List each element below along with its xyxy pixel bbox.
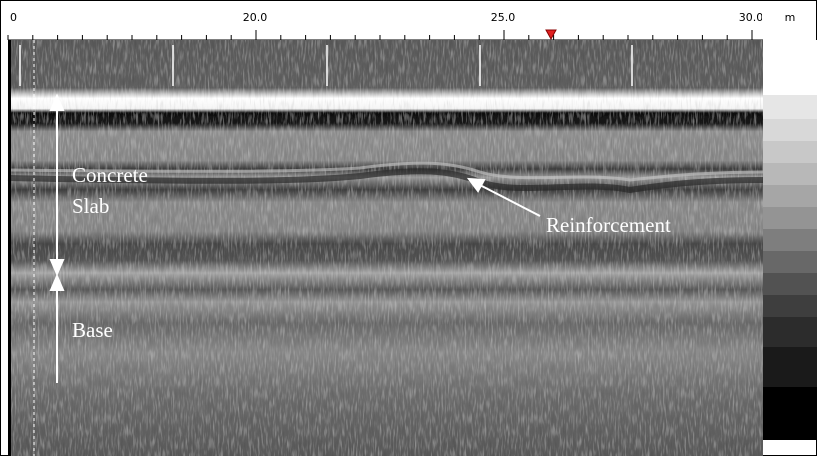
gray-scale — [763, 40, 817, 440]
left-edge — [8, 40, 11, 456]
ruler-unit: m — [785, 11, 796, 24]
scale-step — [763, 387, 817, 440]
reinforcement-reflection — [7, 168, 764, 194]
scale-step — [763, 251, 817, 273]
annotation: Base — [72, 318, 113, 342]
ruler-label: 20.0 — [243, 11, 268, 24]
markers — [19, 45, 633, 86]
annotation: Concrete — [72, 163, 148, 187]
scale-step — [763, 40, 817, 95]
ruler-label: 25.0 — [491, 11, 516, 24]
ruler-label: 0 — [10, 11, 17, 24]
scale-step — [763, 141, 817, 163]
ruler-ticks — [7, 30, 753, 40]
thickness-arrows — [49, 93, 541, 383]
ruler-label-clip: 30.0 — [739, 11, 764, 24]
radargram-image — [8, 40, 763, 456]
annotation: Reinforcement — [546, 213, 671, 237]
scale-step — [763, 273, 817, 295]
reinforcement-reflection — [7, 161, 764, 182]
position-marker — [545, 29, 557, 41]
scale-step — [763, 347, 817, 387]
scale-step — [763, 119, 817, 141]
scale-step — [763, 185, 817, 207]
scale-step — [763, 317, 817, 347]
scale-step — [763, 207, 817, 229]
ruler-label: 30.0 — [739, 11, 764, 24]
radargram: Concrete Slab Reinforcement Base — [7, 40, 764, 456]
scale-step — [763, 95, 817, 119]
scale-step — [763, 229, 817, 251]
annotation: Slab — [72, 194, 109, 218]
scale-step — [763, 295, 817, 317]
scale-step — [763, 163, 817, 185]
